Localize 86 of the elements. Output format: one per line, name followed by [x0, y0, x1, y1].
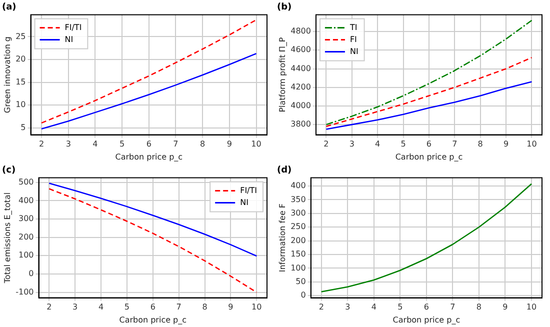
y-tick-label: 20 — [16, 54, 26, 64]
legend-label: FI/TI — [64, 22, 82, 32]
x-tick-label: 3 — [72, 302, 78, 312]
x-tick-label: 8 — [202, 302, 208, 312]
x-tick-label: 8 — [478, 140, 483, 149]
x-tick-label: 9 — [226, 140, 232, 149]
y-tick-label: 100 — [18, 250, 34, 260]
x-tick-label: 10 — [252, 302, 262, 312]
x-tick-label: 5 — [124, 302, 130, 312]
chart-title: (d) — [277, 166, 292, 176]
y-tick-label: 5 — [20, 123, 26, 132]
x-tick-label: 4 — [98, 302, 104, 312]
x-tick-label: 2 — [38, 140, 44, 149]
x-tick-label: 4 — [371, 302, 376, 312]
line-series — [40, 19, 257, 124]
x-tick-label: 7 — [173, 140, 178, 149]
x-axis-title: Carbon price p_c — [392, 315, 460, 324]
y-tick-label: 0 — [300, 290, 306, 300]
x-tick-label: 2 — [324, 140, 329, 149]
x-tick-label: 6 — [146, 140, 152, 149]
y-tick-label: 4200 — [290, 82, 311, 92]
x-tick-label: 3 — [345, 302, 350, 312]
x-tick-label: 7 — [452, 140, 458, 149]
y-axis-title: Information fee F — [278, 203, 287, 272]
line-series — [48, 188, 258, 293]
x-tick-label: 3 — [349, 140, 354, 149]
x-tick-label: 10 — [526, 302, 537, 312]
x-tick-label: 2 — [46, 302, 52, 312]
y-axis-title: Total emissions E_total — [2, 192, 12, 284]
x-tick-label: 6 — [426, 140, 432, 149]
y-tick-label: 4000 — [290, 101, 311, 110]
y-tick-label: 25 — [16, 32, 26, 41]
y-tick-label: 400 — [18, 196, 34, 205]
x-axis-title: Carbon price p_c — [119, 315, 187, 324]
legend-label: NI — [240, 198, 248, 207]
x-tick-label: 10 — [526, 140, 537, 149]
x-tick-label: 4 — [375, 140, 380, 149]
y-tick-label: 3800 — [290, 120, 311, 129]
x-axis-title: Carbon price p_c — [395, 152, 463, 162]
y-tick-label: 4800 — [290, 26, 311, 36]
y-tick-label: 200 — [290, 236, 306, 245]
legend-label: NI — [64, 34, 74, 44]
y-tick-label: 10 — [16, 100, 26, 110]
y-tick-label: 50 — [296, 276, 306, 286]
x-tick-label: 5 — [120, 140, 125, 149]
x-tick-label: 5 — [400, 140, 406, 149]
x-axis-title: Carbon price p_c — [115, 152, 183, 162]
legend-label: FI — [350, 34, 357, 44]
x-tick-label: 5 — [398, 302, 403, 312]
y-axis-title: Green innovation g — [2, 36, 12, 114]
x-tick-label: 4 — [92, 140, 98, 149]
y-axis-title: Platform profit Π_P — [278, 37, 287, 112]
legend-label: TI — [348, 22, 358, 32]
y-tick-label: -100 — [16, 287, 34, 296]
legend-label: FI/TI — [240, 186, 258, 195]
y-tick-label: 250 — [290, 222, 306, 232]
legend-label: NI — [350, 46, 358, 56]
x-tick-label: 3 — [66, 140, 71, 149]
y-tick-label: 0 — [28, 269, 34, 278]
chart-title: (a) — [2, 2, 16, 13]
y-tick-label: 500 — [18, 177, 34, 186]
y-tick-label: 100 — [290, 263, 306, 272]
y-tick-label: 4400 — [290, 64, 311, 73]
y-tick-label: 200 — [18, 232, 34, 242]
x-tick-label: 6 — [150, 302, 156, 312]
x-tick-label: 9 — [228, 302, 234, 312]
y-tick-label: 150 — [290, 250, 306, 259]
line-series — [326, 20, 532, 126]
chart-title: (c) — [2, 166, 16, 176]
y-tick-label: 4600 — [290, 45, 311, 54]
line-series — [326, 56, 532, 128]
x-tick-label: 9 — [502, 302, 508, 312]
y-tick-label: 15 — [16, 77, 26, 86]
x-tick-label: 9 — [503, 140, 509, 149]
chart-title: (b) — [277, 2, 292, 13]
x-tick-label: 8 — [200, 140, 206, 149]
x-tick-label: 8 — [476, 302, 482, 312]
x-tick-label: 10 — [251, 140, 262, 149]
y-tick-label: 300 — [18, 214, 34, 224]
y-tick-label: 350 — [290, 194, 306, 204]
x-tick-label: 6 — [424, 302, 429, 312]
y-tick-label: 300 — [290, 208, 306, 218]
x-tick-label: 7 — [176, 302, 182, 312]
y-tick-label: 400 — [290, 181, 306, 190]
x-tick-label: 7 — [450, 302, 456, 312]
x-tick-label: 2 — [318, 302, 324, 312]
